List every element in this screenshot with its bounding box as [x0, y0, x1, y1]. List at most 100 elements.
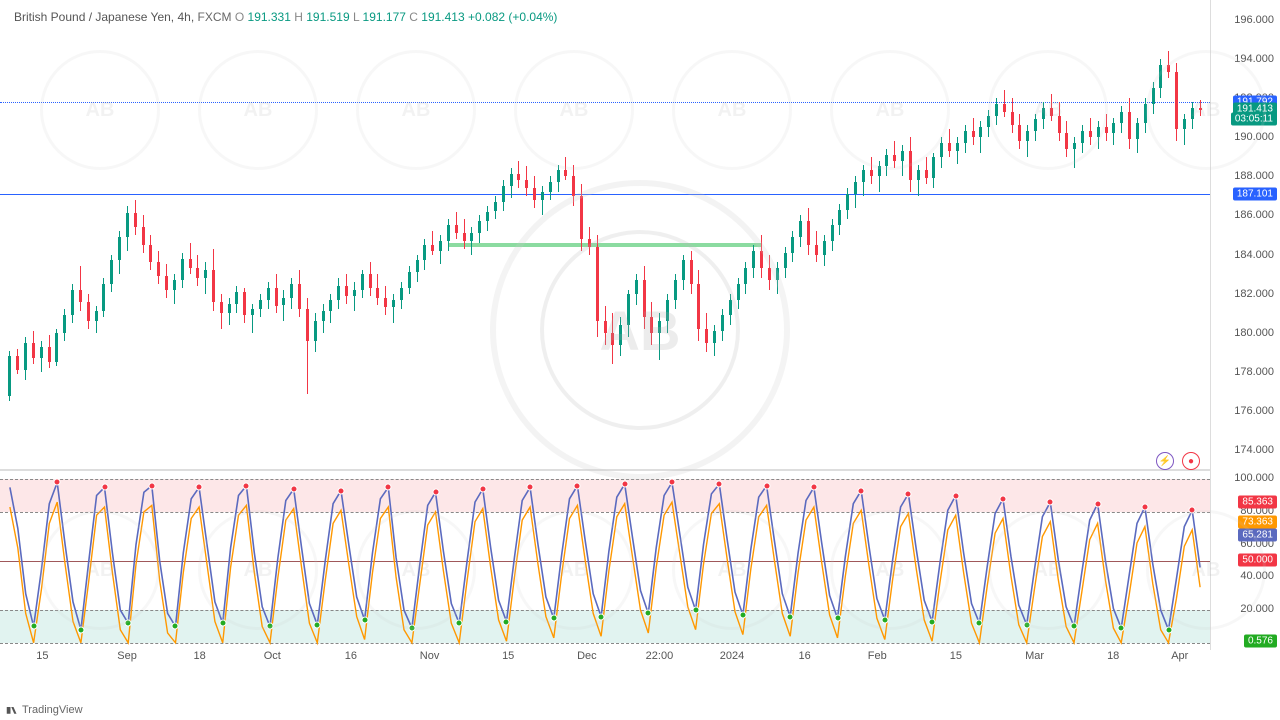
candle-body: [361, 274, 364, 290]
watermark-logo: AB: [356, 50, 476, 170]
candle-wick: [980, 121, 981, 152]
candle-body: [611, 333, 614, 345]
watermark-logo: AB: [514, 50, 634, 170]
candle-body: [478, 221, 481, 233]
candle-body: [71, 290, 74, 315]
price-ytick: 176.000: [1234, 405, 1274, 417]
osc-peak-dot: [385, 484, 392, 491]
osc-peak-dot: [479, 486, 486, 493]
candle-body: [486, 212, 489, 222]
candle-body: [259, 300, 262, 310]
candle-body: [63, 315, 66, 333]
candle-wick: [918, 165, 919, 196]
osc-trough-dot: [929, 618, 936, 625]
candle-body: [48, 347, 51, 363]
candle-body: [439, 241, 442, 251]
osc-trough-dot: [456, 620, 463, 627]
candle-body: [768, 268, 771, 280]
candle-body: [55, 333, 58, 362]
osc-peak-dot: [1047, 499, 1054, 506]
time-xtick: 16: [799, 650, 811, 662]
time-xtick: Nov: [420, 650, 440, 662]
candle-body: [823, 241, 826, 255]
candle-body: [917, 170, 920, 180]
candle-body: [306, 309, 309, 340]
candle-body: [862, 170, 865, 182]
osc-peak-dot: [574, 482, 581, 489]
candle-body: [1120, 112, 1123, 124]
candle-body: [635, 280, 638, 294]
candle-body: [282, 298, 285, 306]
candle-body: [337, 286, 340, 300]
watermark-logo: AB: [356, 510, 476, 630]
time-xtick: 22:00: [646, 650, 674, 662]
osc-peak-dot: [243, 482, 250, 489]
candle-body: [329, 300, 332, 312]
osc-trough-dot: [1118, 625, 1125, 632]
osc-ytick: 100.000: [1234, 472, 1274, 484]
candle-body: [275, 288, 278, 306]
candle-body: [40, 347, 43, 359]
osc-badge: 85.363: [1238, 496, 1277, 509]
watermark-logo: AB: [672, 50, 792, 170]
osc-peak-dot: [432, 489, 439, 496]
attribution-text: TradingView: [22, 704, 83, 716]
candle-body: [8, 356, 11, 395]
candle-body: [243, 292, 246, 316]
watermark-logo: AB: [672, 510, 792, 630]
candle-body: [267, 288, 270, 300]
candle-body: [525, 180, 528, 188]
candle-body: [102, 284, 105, 311]
candle-body: [533, 188, 536, 200]
record-icon[interactable]: ●: [1182, 452, 1200, 470]
watermark-logo: AB: [1146, 50, 1266, 170]
candle-body: [87, 302, 90, 322]
candle-body: [588, 239, 591, 247]
candle-body: [557, 170, 560, 182]
candle-body: [502, 186, 505, 202]
candle-body: [204, 270, 207, 278]
candle-body: [650, 317, 653, 333]
osc-trough-dot: [834, 615, 841, 622]
price-ytick: 196.000: [1234, 14, 1274, 26]
candle-body: [838, 210, 841, 226]
candle-body: [807, 221, 810, 245]
support-segment[interactable]: [448, 243, 763, 247]
watermark-logo: AB: [988, 510, 1108, 630]
osc-peak-dot: [810, 484, 817, 491]
osc-trough-dot: [361, 616, 368, 623]
price-ytick: 184.000: [1234, 249, 1274, 261]
watermark-logo: AB: [988, 50, 1108, 170]
candle-body: [870, 170, 873, 176]
candle-body: [220, 302, 223, 314]
candle-body: [416, 260, 419, 272]
time-xtick: Apr: [1171, 650, 1188, 662]
candle-body: [24, 343, 27, 370]
candle-body: [846, 194, 849, 210]
horizontal-level-line[interactable]: [0, 194, 1210, 195]
candle-body: [760, 251, 763, 269]
osc-peak-dot: [905, 490, 912, 497]
tradingview-attribution: TradingView: [6, 704, 83, 716]
candle-body: [142, 227, 145, 245]
watermark-logo: AB: [40, 510, 160, 630]
candle-body: [690, 260, 693, 284]
candle-body: [925, 170, 928, 178]
watermark-logo: AB: [1146, 510, 1266, 630]
time-xtick: 18: [1107, 650, 1119, 662]
candle-body: [32, 343, 35, 359]
price-ytick: 174.000: [1234, 444, 1274, 456]
time-xtick: Oct: [264, 650, 281, 662]
osc-trough-dot: [172, 623, 179, 630]
candle-body: [932, 157, 935, 179]
time-xtick: Sep: [117, 650, 137, 662]
candle-body: [682, 260, 685, 280]
osc-peak-dot: [1141, 504, 1148, 511]
candle-body: [157, 262, 160, 276]
candle-body: [16, 356, 19, 370]
candle-body: [549, 182, 552, 192]
osc-peak-dot: [337, 487, 344, 494]
auto-scale-icon[interactable]: ⚡: [1156, 452, 1174, 470]
candle-body: [400, 288, 403, 300]
candle-body: [705, 329, 708, 343]
